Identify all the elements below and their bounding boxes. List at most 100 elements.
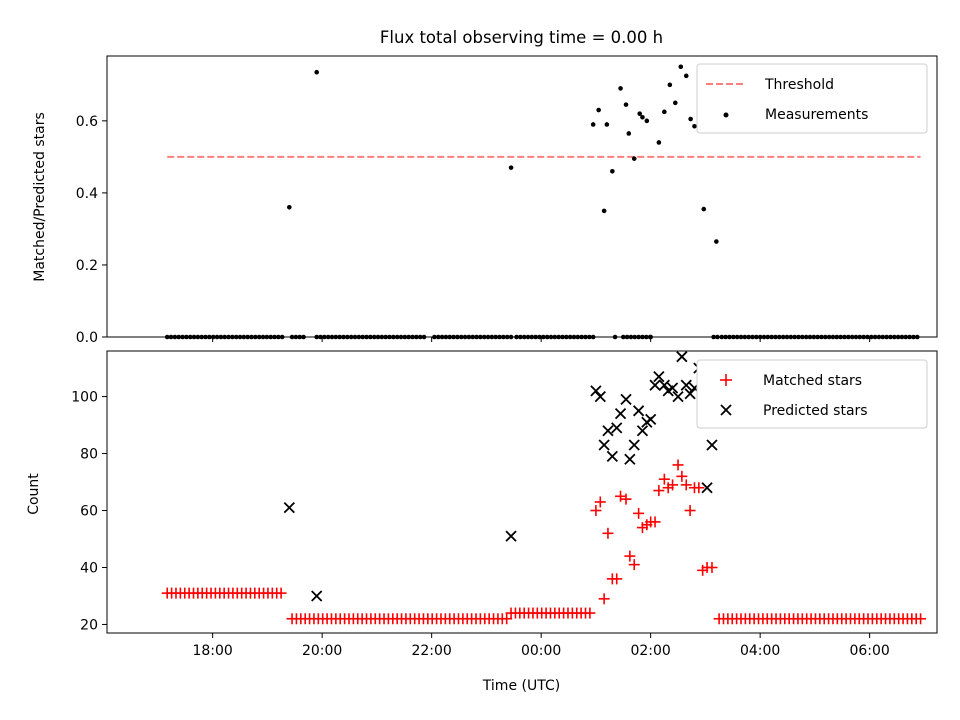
measurement-point	[662, 109, 667, 115]
predicted-stars-point	[620, 393, 632, 406]
matched-stars-point	[706, 561, 718, 573]
matched-stars-point	[658, 473, 670, 485]
matched-stars-point	[584, 607, 596, 619]
legend-matched-swatch	[720, 374, 732, 386]
predicted-stars-point-b	[653, 370, 665, 383]
measurement-point	[637, 111, 643, 116]
y-tick-label: 80	[80, 447, 98, 463]
predicted-stars-point	[649, 379, 661, 391]
predicted-stars-point	[311, 590, 323, 602]
predicted-stars-point	[606, 450, 618, 463]
predicted-stars-point-b	[598, 439, 610, 451]
predicted-stars-point	[680, 379, 692, 391]
predicted-stars-point	[598, 439, 610, 451]
x-tick-label: 02:00	[630, 643, 670, 659]
predicted-stars-point-b	[620, 393, 632, 406]
ratio-x-ticks	[212, 337, 871, 342]
measurement-point	[701, 206, 707, 212]
matched-stars-point	[680, 479, 692, 491]
matched-stars-point	[598, 593, 610, 605]
x-tick-label: 06:00	[849, 643, 889, 659]
measurement-point	[631, 156, 637, 161]
predicted-stars-point-b	[614, 408, 627, 420]
measurement-point	[626, 131, 632, 136]
predicted-stars-point	[590, 385, 602, 397]
predicted-stars-point-b	[666, 382, 679, 394]
predicted-stars-point-b	[283, 502, 295, 514]
measurement-point	[683, 73, 689, 79]
measurement-point	[667, 82, 673, 88]
x-tick-label: 20:00	[302, 643, 342, 659]
predicted-stars-point-b	[311, 590, 323, 602]
predicted-stars-point	[614, 408, 627, 420]
x-tick-label: 00:00	[521, 643, 561, 659]
predicted-stars-point-b	[624, 453, 636, 465]
predicted-stars-point-b	[672, 390, 684, 403]
predicted-stars-point-b	[645, 413, 657, 426]
legend-threshold-label: Threshold	[764, 77, 834, 93]
measurement-point	[596, 107, 601, 113]
y-tick-label: 100	[71, 390, 98, 406]
predicted-stars-point	[283, 502, 295, 514]
matched-stars-point	[672, 459, 684, 471]
legend-box-count	[696, 359, 928, 429]
y-tick-label: 0.2	[76, 258, 98, 274]
panel-ratio: 0.0 0.2 0.4 0.6 Matched/Predicted stars Thr…	[32, 55, 938, 346]
predicted-stars-point	[505, 530, 517, 542]
y-tick-label: 0.6	[76, 114, 98, 130]
predicted-stars-point	[602, 425, 614, 437]
measurement-point	[688, 116, 693, 122]
predicted-stars-point-b	[676, 351, 688, 363]
predicted-stars-point	[624, 453, 636, 465]
measurement-point	[601, 208, 607, 214]
predicted-stars-point-b	[701, 482, 713, 494]
measurement-point	[604, 122, 610, 127]
matched-stars-point	[620, 493, 632, 505]
matched-stars-point	[649, 516, 661, 528]
predicted-stars-point-b	[632, 405, 645, 417]
matched-stars-point	[501, 613, 513, 625]
predicted-stars-point-b	[680, 379, 692, 391]
predicted-stars-point-b	[606, 450, 618, 463]
matched-stars-point	[594, 496, 606, 508]
plot-frame-ratio	[106, 55, 938, 338]
legend-count: Matched stars Predicted stars	[696, 359, 928, 429]
predicted-stars-point	[672, 390, 684, 403]
count-marks	[161, 351, 927, 625]
matched-stars-point	[602, 527, 614, 539]
predicted-stars-point	[611, 422, 623, 434]
predicted-stars-point	[658, 379, 670, 391]
y-tick-label: 20	[80, 617, 98, 633]
predicted-stars-point-b	[590, 385, 602, 397]
predicted-stars-point	[701, 482, 713, 494]
legend-box-ratio	[696, 63, 928, 134]
ratio-marks	[164, 64, 921, 340]
legend-measurements-swatch	[723, 112, 729, 118]
matched-stars-point	[684, 505, 696, 517]
legend-matched-label: Matched stars	[763, 373, 862, 389]
matched-stars-point	[628, 559, 640, 571]
measurement-point	[610, 168, 615, 174]
matched-stars-point	[624, 550, 636, 562]
matched-stars-point	[667, 479, 679, 491]
predicted-stars-point-b	[684, 388, 696, 400]
predicted-stars-point-b	[594, 390, 606, 403]
measurement-point	[618, 86, 623, 91]
ratio-y-axis: 0.0 0.2 0.4 0.6	[76, 114, 107, 346]
predicted-stars-point	[653, 370, 665, 383]
predicted-stars-point-b	[706, 439, 718, 451]
matched-stars-point	[633, 507, 645, 519]
legend-predicted-swatch	[720, 404, 732, 416]
measurement-point	[714, 239, 719, 244]
measurement-point	[678, 64, 684, 70]
predicted-stars-point	[676, 351, 688, 363]
predicted-stars-point-b	[649, 379, 661, 391]
x-tick-label: 04:00	[740, 643, 780, 659]
x-tick-label: 22:00	[411, 643, 451, 659]
y-tick-label: 40	[80, 560, 98, 576]
predicted-stars-point	[666, 382, 679, 394]
legend-ratio: Threshold Measurements	[696, 63, 928, 134]
count-y-axis: 20 40 60 80 100	[71, 390, 107, 633]
predicted-stars-point	[636, 425, 649, 437]
